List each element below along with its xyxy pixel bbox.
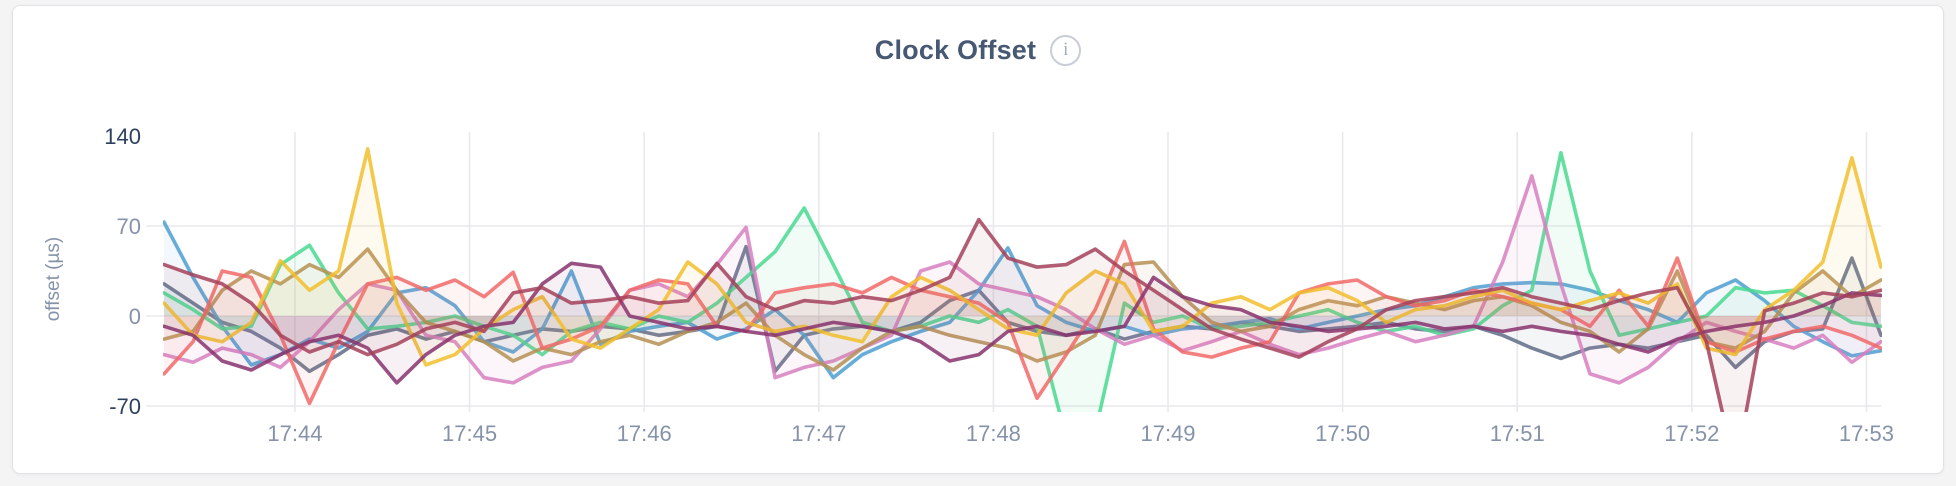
x-tick-label: 17:46	[617, 421, 672, 446]
x-tick-label: 17:47	[791, 421, 846, 446]
series-yellow-line	[163, 147, 1882, 367]
info-icon[interactable]: i	[1050, 34, 1082, 66]
x-tick-label: 17:49	[1140, 421, 1195, 446]
chart-title: Clock Offset	[874, 34, 1037, 65]
x-tick-label: 17:53	[1839, 421, 1894, 446]
series-yellow-area	[164, 148, 1881, 365]
y-tick-label: 70	[117, 214, 141, 239]
y-tick-label: -70	[109, 394, 141, 419]
x-tick-label: 17:52	[1664, 421, 1719, 446]
series-olive-line	[163, 247, 1882, 372]
series-olive-area	[164, 249, 1881, 370]
series-maroon-area	[164, 219, 1881, 412]
series-green-area	[164, 152, 1881, 412]
series-purple-line	[163, 261, 1882, 385]
series-red-line	[163, 239, 1882, 406]
series-plot-group	[163, 147, 1882, 412]
series-blue-area	[164, 222, 1881, 378]
series-blue-line	[163, 220, 1882, 380]
series-purple-area	[164, 263, 1881, 383]
x-tick-label: 17:44	[267, 421, 322, 446]
clock-offset-chart-card: Clock Offset i 17:44 17:45 17:46 17:47 17:48…	[12, 5, 1944, 474]
y-tick-label: 0	[129, 304, 141, 329]
chart-svg[interactable]: 17:44 17:45 17:46 17:47 17:48 17:49 17:50 17:51…	[13, 75, 1945, 467]
series-maroon-line	[163, 217, 1882, 412]
series-slate-line	[163, 244, 1882, 374]
x-tick-label: 17:45	[442, 421, 497, 446]
y-tick-label: 140	[104, 124, 141, 149]
series-green-line	[163, 150, 1882, 412]
chart-area[interactable]: 17:44 17:45 17:46 17:47 17:48 17:49 17:50 17:51…	[13, 75, 1945, 467]
x-tick-label: 17:51	[1490, 421, 1545, 446]
y-axis-title: offset (µs)	[43, 237, 64, 322]
chart-header: Clock Offset i	[13, 29, 1943, 71]
x-tick-label: 17:50	[1315, 421, 1370, 446]
series-red-area	[164, 241, 1881, 404]
x-tick-label: 17:48	[966, 421, 1021, 446]
